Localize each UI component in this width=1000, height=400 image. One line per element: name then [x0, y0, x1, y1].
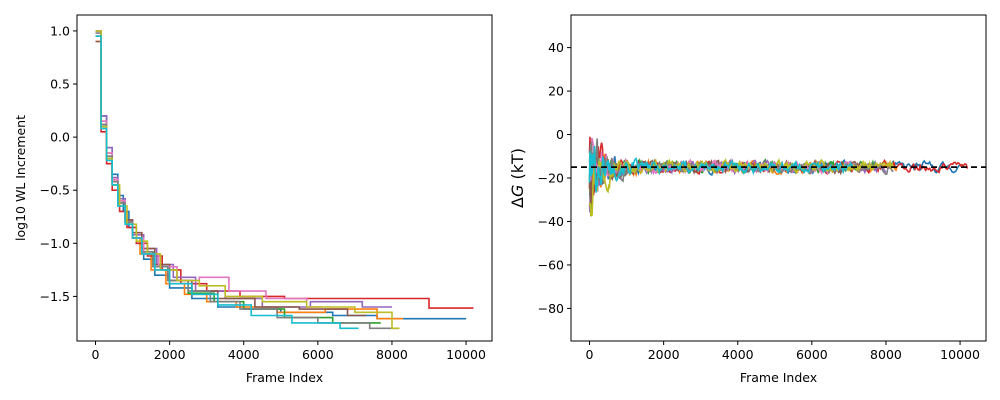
right-plot-panel: 0 2000 4000 6000 8000 10000 40 20 0 −20 −40 −60 −80…	[508, 14, 987, 385]
x-tick-label: 8000	[376, 347, 408, 362]
x-tick-label: 10000	[446, 347, 486, 362]
y-tick-label: 20	[548, 84, 564, 99]
right-plot-x-axis-label: Frame Index	[740, 370, 817, 385]
left-plot-panel: 0 2000 4000 6000 8000 10000 1.0 0.5 0.0 −0.5 −1.0…	[13, 14, 493, 385]
x-tick-label: 2000	[648, 347, 680, 362]
left-plot-series-group	[95, 30, 474, 330]
left-plot-y-axis-label: log10 WL Increment	[13, 115, 28, 241]
y-tick-label: −1.0	[40, 236, 70, 251]
y-tick-label: −40	[538, 214, 564, 229]
left-plot-frame	[76, 14, 493, 342]
y-tick-label: −80	[538, 301, 564, 316]
y-tick-label: 0	[556, 127, 564, 142]
y-label-delta: Δ	[508, 197, 527, 208]
y-tick-label: −1.5	[40, 289, 70, 304]
left-plot-x-ticks: 0 2000 4000 6000 8000 10000	[92, 341, 486, 362]
x-tick-label: 2000	[154, 347, 186, 362]
y-tick-label: −0.5	[40, 183, 70, 198]
right-plot-x-ticks: 0 2000 4000 6000 8000 10000	[586, 341, 980, 362]
right-plot-y-axis-label: ΔG (kT)	[508, 148, 527, 208]
dg-series-9	[588, 145, 854, 193]
x-tick-label: 4000	[722, 347, 754, 362]
y-label-g: G	[508, 185, 527, 197]
y-tick-label: 0.5	[50, 77, 70, 92]
y-label-unit: (kT)	[508, 148, 527, 185]
x-tick-label: 0	[586, 347, 594, 362]
y-tick-label: 0.0	[50, 130, 70, 145]
wl-series-9	[95, 35, 359, 330]
y-tick-label: 1.0	[50, 23, 70, 38]
x-tick-label: 6000	[796, 347, 828, 362]
x-tick-label: 10000	[940, 347, 980, 362]
x-tick-label: 6000	[302, 347, 334, 362]
left-plot-x-axis-label: Frame Index	[246, 370, 323, 385]
wl-series-3	[95, 35, 474, 309]
left-plot-y-ticks: 1.0 0.5 0.0 −0.5 −1.0 −1.5	[40, 23, 77, 304]
wl-series-6	[95, 30, 322, 308]
right-plot-series-group	[588, 136, 969, 217]
y-tick-label: 40	[548, 40, 564, 55]
right-plot-y-ticks: 40 20 0 −20 −40 −60 −80	[538, 40, 571, 316]
x-tick-label: 4000	[228, 347, 260, 362]
y-tick-label: −20	[538, 171, 564, 186]
y-tick-label: −60	[538, 257, 564, 272]
x-tick-label: 8000	[870, 347, 902, 362]
x-tick-label: 0	[92, 347, 100, 362]
